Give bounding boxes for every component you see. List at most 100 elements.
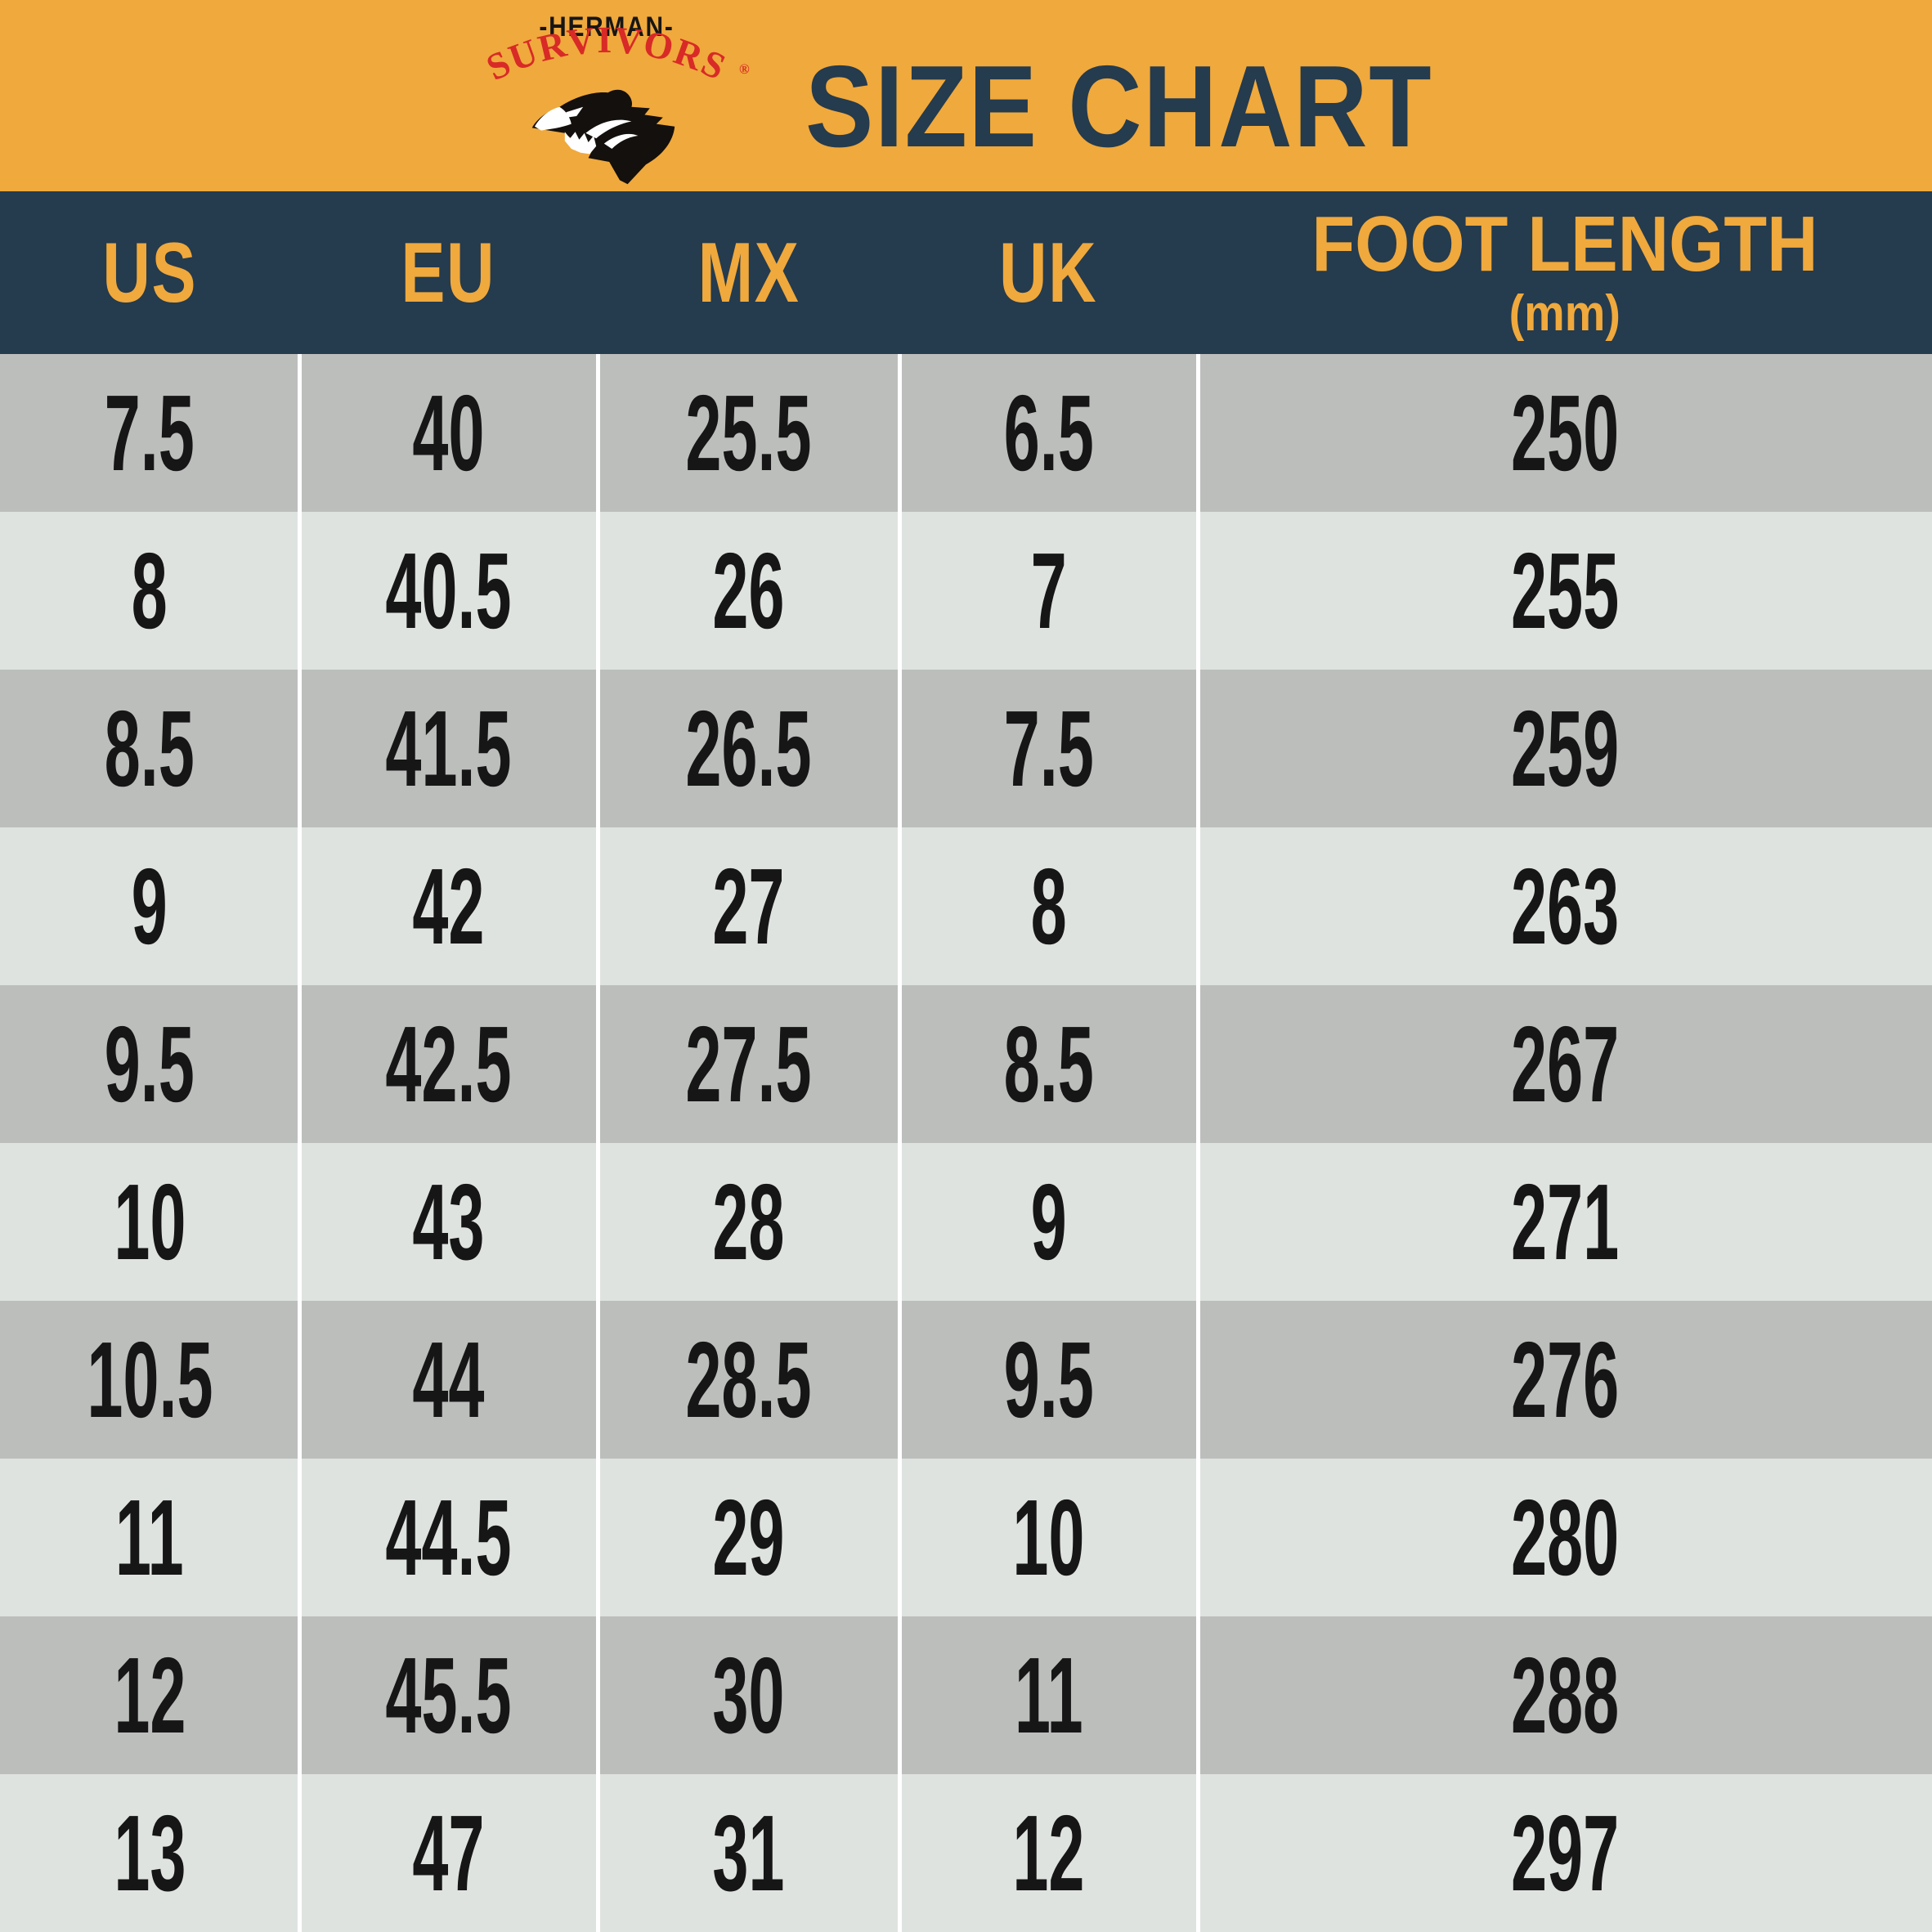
column-header-foot-length: FOOT LENGTH (mm) <box>1198 204 1932 342</box>
table-cell: 45.5 <box>299 1616 598 1774</box>
table-cell: 27.5 <box>598 985 899 1143</box>
table-row: 8.5 41.5 26.5 7.5 259 <box>0 670 1932 827</box>
cell-value: 47 <box>412 1792 485 1913</box>
cell-value: 255 <box>1510 530 1620 651</box>
column-header-eu: EU <box>299 231 598 316</box>
cell-value: 288 <box>1510 1634 1620 1755</box>
cell-value: 29 <box>712 1477 785 1598</box>
cell-value: 10.5 <box>86 1319 213 1440</box>
cell-value: 259 <box>1510 688 1620 809</box>
cell-value: 267 <box>1510 1003 1620 1124</box>
table-row: 10.5 44 28.5 9.5 276 <box>0 1301 1932 1459</box>
table-cell: 288 <box>1198 1616 1932 1774</box>
table-cell: 30 <box>598 1616 899 1774</box>
table-cell: 267 <box>1198 985 1932 1143</box>
table-cell: 47 <box>299 1774 598 1932</box>
cell-value: 40 <box>412 372 485 493</box>
cell-value: 28 <box>712 1161 785 1282</box>
table-cell: 7 <box>899 512 1198 670</box>
cell-value: 11 <box>1014 1634 1083 1755</box>
table-row: 9.5 42.5 27.5 8.5 267 <box>0 985 1932 1143</box>
cell-value: 30 <box>712 1634 785 1755</box>
brand-top-text: -HERMAN- <box>539 11 674 42</box>
table-row: 13 47 31 12 297 <box>0 1774 1932 1932</box>
table-cell: 6.5 <box>899 354 1198 512</box>
cell-value: 6.5 <box>1003 372 1094 493</box>
cell-value: 11 <box>115 1477 184 1598</box>
cell-value: 8 <box>131 530 168 651</box>
table-cell: 29 <box>598 1459 899 1616</box>
table-cell: 10.5 <box>0 1301 299 1459</box>
table-cell: 26 <box>598 512 899 670</box>
cell-value: 10 <box>113 1161 186 1282</box>
cell-value: 7 <box>1030 530 1067 651</box>
cell-value: 43 <box>412 1161 485 1282</box>
cell-value: 10 <box>1012 1477 1085 1598</box>
cell-value: 12 <box>1012 1792 1085 1913</box>
column-divider <box>1196 354 1200 1932</box>
cell-value: 42 <box>412 845 485 966</box>
table-cell: 10 <box>0 1143 299 1301</box>
brand-arc-text: SURVIVORS <box>480 19 732 88</box>
brand-arc-text-wrap: SURVIVORS <box>480 19 733 88</box>
table-cell: 26.5 <box>598 670 899 827</box>
table-cell: 40 <box>299 354 598 512</box>
cell-value: 40.5 <box>385 530 512 651</box>
cell-value: 27.5 <box>685 1003 812 1124</box>
table-row: 8 40.5 26 7 255 <box>0 512 1932 670</box>
column-header-mx: MX <box>598 231 899 316</box>
cell-value: 297 <box>1510 1792 1620 1913</box>
table-cell: 12 <box>899 1774 1198 1932</box>
table-cell: 27 <box>598 827 899 985</box>
cell-value: 9 <box>131 845 168 966</box>
cell-value: 280 <box>1510 1477 1620 1598</box>
table-cell: 8.5 <box>899 985 1198 1143</box>
column-header-label: UK <box>999 225 1098 321</box>
cell-value: 41.5 <box>385 688 512 809</box>
cell-value: 44 <box>412 1319 485 1440</box>
cell-value: 44.5 <box>385 1477 512 1598</box>
table-cell: 8.5 <box>0 670 299 827</box>
page-title: SIZE CHART <box>805 42 1433 172</box>
table-cell: 11 <box>899 1616 1198 1774</box>
cell-value: 42.5 <box>385 1003 512 1124</box>
cell-value: 8 <box>1030 845 1067 966</box>
column-divider <box>298 354 302 1932</box>
cell-value: 31 <box>712 1792 785 1913</box>
table-cell: 9 <box>899 1143 1198 1301</box>
column-divider <box>898 354 902 1932</box>
cell-value: 45.5 <box>385 1634 512 1755</box>
table-header: US EU MX UK FOOT LENGTH (mm) <box>0 191 1932 354</box>
cell-value: 26.5 <box>685 688 812 809</box>
cell-value: 263 <box>1510 845 1620 966</box>
table-cell: 280 <box>1198 1459 1932 1616</box>
cell-value: 28.5 <box>685 1319 812 1440</box>
cell-value: 7.5 <box>104 372 195 493</box>
table-cell: 42.5 <box>299 985 598 1143</box>
bear-head-icon <box>531 89 675 185</box>
registered-mark: ® <box>739 61 750 77</box>
table-cell: 7.5 <box>899 670 1198 827</box>
table-row: 9 42 27 8 263 <box>0 827 1932 985</box>
table-cell: 255 <box>1198 512 1932 670</box>
table-cell: 44 <box>299 1301 598 1459</box>
table-cell: 9.5 <box>899 1301 1198 1459</box>
table-cell: 12 <box>0 1616 299 1774</box>
cell-value: 27 <box>712 845 785 966</box>
table-cell: 10 <box>899 1459 1198 1616</box>
table-row: 10 43 28 9 271 <box>0 1143 1932 1301</box>
table-cell: 44.5 <box>299 1459 598 1616</box>
table-cell: 11 <box>0 1459 299 1616</box>
banner: -HERMAN- SURVIVORS ® SIZE CHART <box>0 0 1932 191</box>
column-header-unit: (mm) <box>1508 285 1621 342</box>
herman-survivors-logo: -HERMAN- SURVIVORS ® <box>480 11 750 185</box>
cell-value: 12 <box>113 1634 186 1755</box>
table-cell: 7.5 <box>0 354 299 512</box>
column-header-us: US <box>0 231 299 316</box>
table-row: 11 44.5 29 10 280 <box>0 1459 1932 1616</box>
table-cell: 263 <box>1198 827 1932 985</box>
table-cell: 28 <box>598 1143 899 1301</box>
cell-value: 250 <box>1510 372 1620 493</box>
table-cell: 8 <box>899 827 1198 985</box>
